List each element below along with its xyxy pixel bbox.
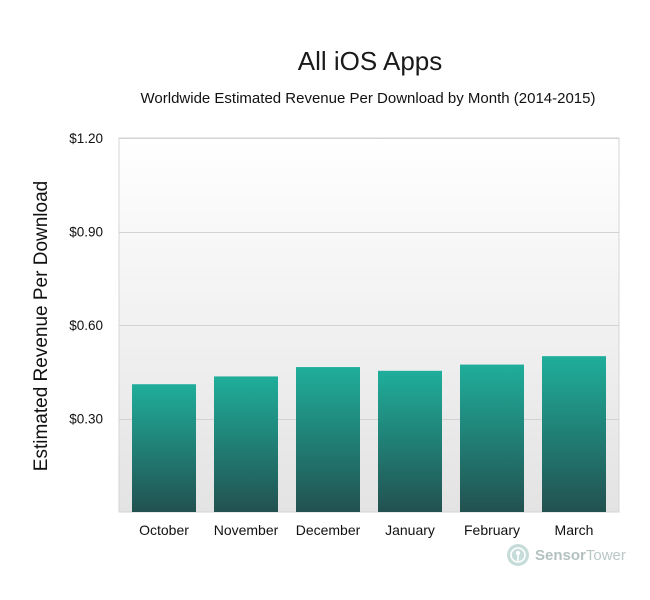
bar-january	[378, 370, 442, 512]
chart-subtitle: Worldwide Estimated Revenue Per Download…	[140, 90, 596, 107]
bar-march	[542, 356, 606, 512]
y-tick-label: $1.20	[69, 131, 103, 146]
x-tick-label-december: December	[296, 522, 361, 538]
chart-title: All iOS Apps	[297, 46, 443, 76]
y-tick-label: $0.30	[69, 412, 103, 427]
sensortower-logo-icon	[507, 544, 529, 566]
y-tick-label: $0.60	[69, 318, 103, 333]
y-tick-label: $0.90	[69, 225, 103, 240]
sensortower-logo: SensorTower	[506, 543, 626, 567]
sensortower-logo-text: SensorTower	[535, 546, 626, 564]
bar-october	[132, 384, 196, 512]
x-tick-label-march: March	[555, 522, 594, 538]
x-tick-label-october: October	[139, 522, 189, 538]
bar-december	[296, 367, 360, 512]
bar-november	[214, 376, 278, 512]
x-tick-label-february: February	[464, 522, 520, 538]
bar-february	[460, 364, 524, 512]
x-tick-label-january: January	[385, 522, 435, 538]
x-tick-label-november: November	[214, 522, 279, 538]
